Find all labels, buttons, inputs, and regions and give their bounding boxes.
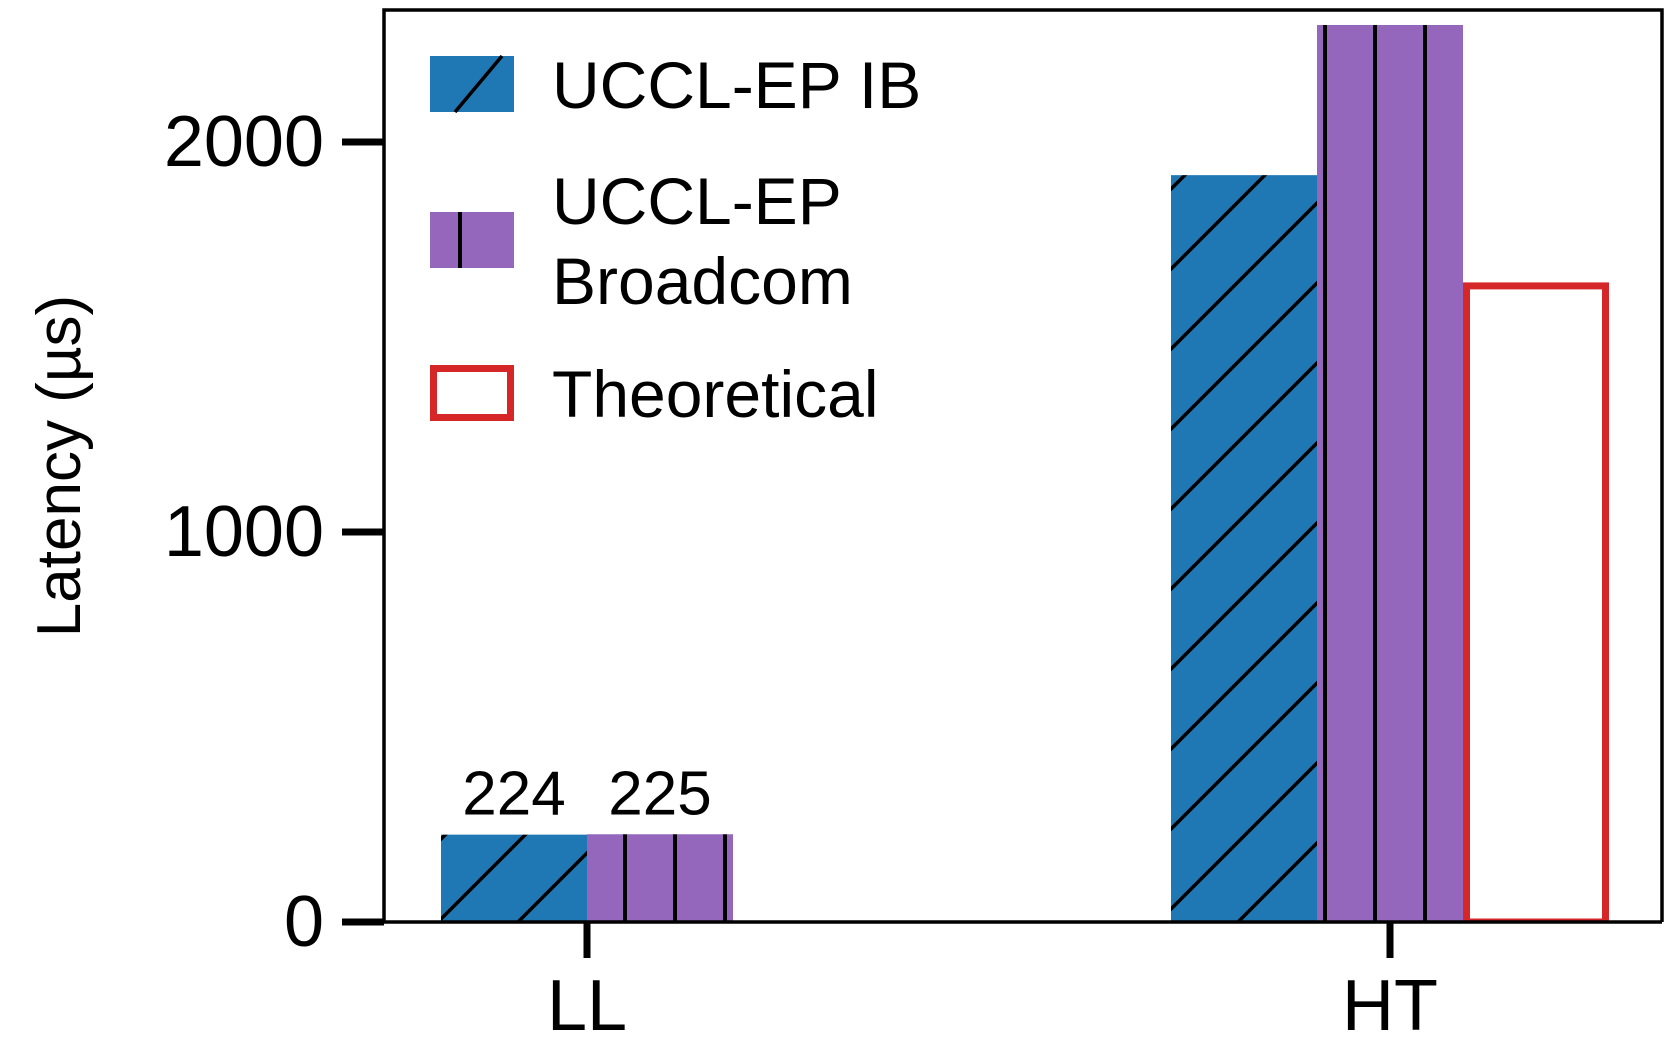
y-tick-label-2000: 2000 — [164, 102, 324, 182]
legend-label-uccl-ep-broadcom: UCCL-EP Broadcom — [552, 164, 853, 318]
bar-ll-uccl-ep-broadcom — [587, 834, 733, 922]
data-label-ll-uccl-ep-broadcom: 225 — [608, 759, 711, 828]
bars-layer — [441, 25, 1609, 922]
bar-ht-uccl-ep-broadcom — [1317, 25, 1463, 922]
legend-swatch-uccl-ep-ib — [430, 56, 514, 112]
data-label-ll-uccl-ep-ib: 224 — [462, 760, 565, 829]
legend: UCCL-EP IB UCCL-EP Broadcom Theoretical — [430, 48, 921, 431]
y-tick-label-0: 0 — [284, 882, 324, 962]
legend-label-uccl-ep-ib: UCCL-EP IB — [552, 48, 921, 122]
y-tick-label-1000: 1000 — [164, 492, 324, 572]
data-labels-layer: 224 225 — [462, 759, 711, 828]
bar-ll-uccl-ep-ib — [441, 834, 587, 922]
legend-swatch-uccl-ep-broadcom — [430, 212, 514, 268]
legend-label-theoretical: Theoretical — [552, 357, 879, 431]
x-tick-label-ht: HT — [1342, 966, 1438, 1046]
bar-ht-theoretical — [1463, 282, 1609, 922]
x-tick-label-ll: LL — [547, 966, 627, 1046]
bar-ht-uccl-ep-ib — [1171, 175, 1317, 922]
plot-frame — [382, 8, 1664, 922]
legend-swatch-theoretical — [430, 365, 514, 421]
legend-swatch-hatch-uccl-ep-ib — [453, 54, 504, 114]
axes-layer: 0 1000 2000 LL HT — [164, 8, 1664, 1046]
y-axis-label: Latency (µs) — [25, 295, 94, 637]
